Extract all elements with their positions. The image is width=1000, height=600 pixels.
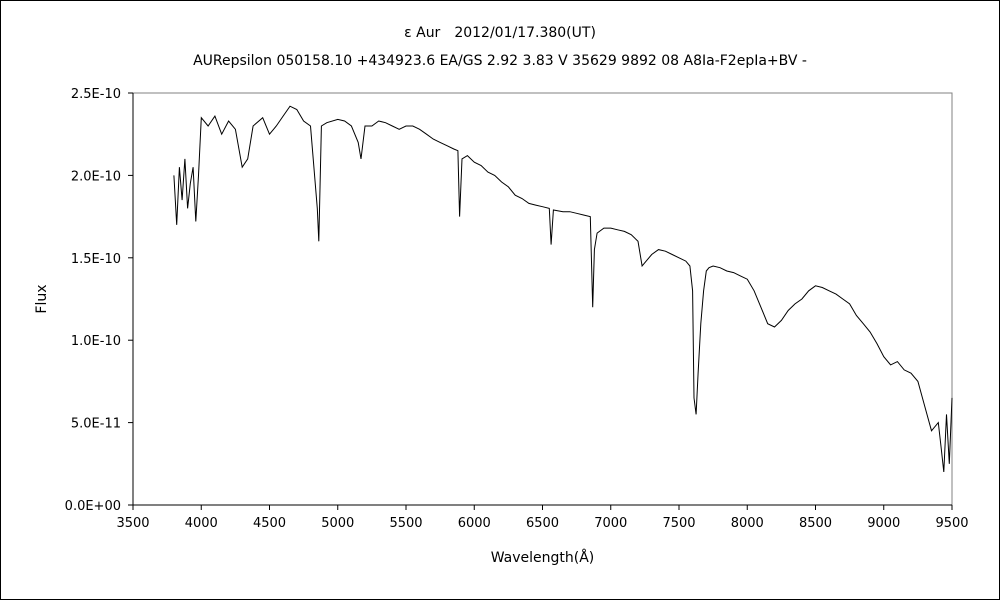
x-tick-label: 6000 <box>458 516 491 531</box>
chart-title: ε Aur 2012/01/17.380(UT) <box>404 25 596 41</box>
plot-area <box>132 92 953 506</box>
x-axis-title: Wavelength(Å) <box>491 549 595 566</box>
x-tick-label: 7500 <box>662 516 695 531</box>
x-tick-label: 5000 <box>321 516 354 531</box>
spectrum-series-line <box>173 105 953 473</box>
x-tick-label: 8500 <box>799 516 832 531</box>
x-axis: 3500 4000 4500 5000 5500 6000 6500 7000 7500 8000… <box>116 504 969 531</box>
y-tick-label: 2.5E-10 <box>71 87 121 102</box>
y-tick-label: 5.0E-11 <box>71 417 121 432</box>
x-tick-label: 4000 <box>185 516 218 531</box>
x-tick-label: 3500 <box>116 516 149 531</box>
x-tick-label: 9000 <box>867 516 900 531</box>
y-tick-label: 1.5E-10 <box>71 252 121 267</box>
x-tick-label: 7000 <box>594 516 627 531</box>
y-tick-label: 2.0E-10 <box>71 169 121 184</box>
x-tick-label: 8000 <box>731 516 764 531</box>
y-axis: 0.0E+00 5.0E-11 1.0E-10 1.5E-10 2.0E-10 2.5E-… <box>65 87 134 514</box>
y-tick-label: 0.0E+00 <box>65 499 121 514</box>
x-tick-label: 6500 <box>526 516 559 531</box>
y-axis-title: Flux <box>34 284 50 313</box>
chart-subtitle: AURepsilon 050158.10 +434923.6 EA/GS 2.9… <box>193 53 807 69</box>
x-tick-label: 9500 <box>935 516 968 531</box>
x-tick-label: 5500 <box>389 516 422 531</box>
y-tick-label: 1.0E-10 <box>71 334 121 349</box>
x-tick-label: 4500 <box>253 516 286 531</box>
